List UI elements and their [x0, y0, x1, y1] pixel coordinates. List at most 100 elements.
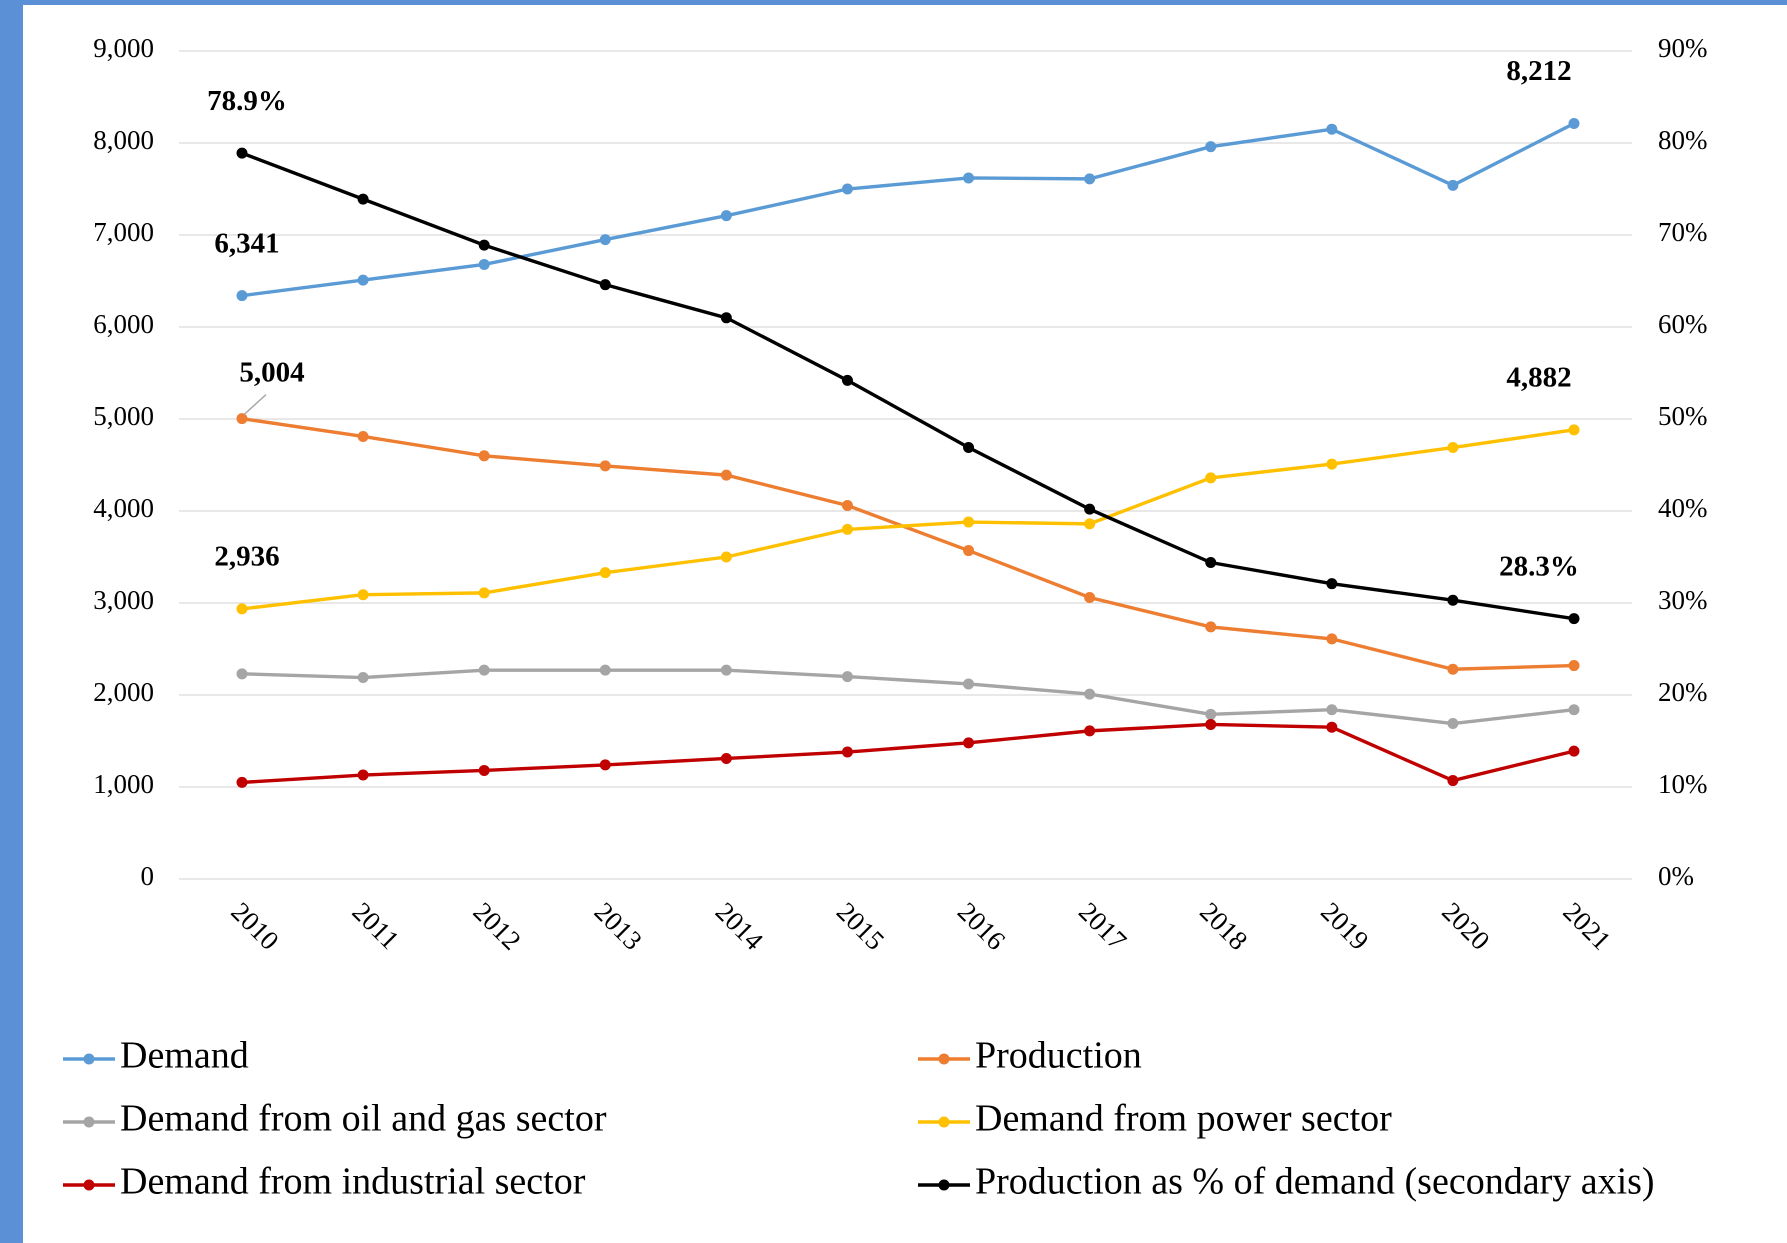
data-label: 8,212 [1506, 55, 1571, 87]
data-label: 28.3% [1499, 550, 1579, 582]
data-point [1447, 442, 1459, 454]
y-tick-label: 2,000 [93, 677, 154, 707]
data-point [1326, 458, 1338, 470]
data-point [841, 671, 853, 683]
data-point [1326, 123, 1338, 135]
data-point [1568, 424, 1580, 436]
data-point [357, 430, 369, 442]
data-point [236, 776, 248, 788]
data-point [963, 678, 975, 690]
data-point [1205, 708, 1217, 720]
y2-tick-label: 80% [1658, 125, 1708, 155]
y-tick-label: 8,000 [93, 125, 154, 155]
data-point [1447, 594, 1459, 606]
leader-line [243, 394, 267, 416]
y-tick-label: 0 [141, 861, 155, 891]
data-point [1205, 141, 1217, 153]
legend-marker [938, 1179, 950, 1191]
y2-tick-label: 90% [1658, 33, 1708, 63]
data-point [1084, 591, 1096, 603]
data-point [841, 746, 853, 758]
legend-marker [83, 1053, 95, 1065]
data-point [478, 664, 490, 676]
y2-tick-label: 20% [1658, 677, 1708, 707]
data-point [478, 258, 490, 270]
data-point [1326, 578, 1338, 590]
data-point [599, 567, 611, 579]
y2-tick-label: 60% [1658, 309, 1708, 339]
data-label: 5,004 [239, 356, 304, 388]
data-point [1447, 775, 1459, 787]
y-tick-label: 5,000 [93, 401, 154, 431]
series-line [241, 722, 1575, 785]
data-point [478, 239, 490, 251]
legend-marker [938, 1116, 950, 1128]
y-tick-label: 6,000 [93, 309, 154, 339]
data-point [1084, 725, 1096, 737]
data-point [1084, 688, 1096, 700]
data-point [1326, 633, 1338, 645]
data-point [599, 460, 611, 472]
data-point [357, 589, 369, 601]
y-tick-label: 1,000 [93, 769, 154, 799]
data-point [720, 664, 732, 676]
data-label: 4,882 [1506, 362, 1571, 394]
data-point [841, 183, 853, 195]
data-point [1084, 173, 1096, 185]
data-label: 2,936 [214, 541, 279, 573]
y-tick-label: 7,000 [93, 217, 154, 247]
data-point [720, 469, 732, 481]
data-point [1568, 117, 1580, 129]
data-point [478, 764, 490, 776]
data-point [841, 499, 853, 511]
data-point [478, 587, 490, 599]
data-point [478, 450, 490, 462]
legend-label: Production as % of demand (secondary axi… [975, 1161, 1655, 1203]
data-point [1447, 179, 1459, 191]
y2-tick-label: 0% [1658, 861, 1694, 891]
y2-tick-label: 40% [1658, 493, 1708, 523]
y-tick-label: 9,000 [93, 33, 154, 63]
data-point [1084, 518, 1096, 530]
data-point [963, 442, 975, 454]
data-point [599, 664, 611, 676]
legend-marker [83, 1179, 95, 1191]
data-point [720, 551, 732, 563]
data-point [841, 374, 853, 386]
data-point [1326, 721, 1338, 733]
data-point [236, 147, 248, 159]
data-point [963, 545, 975, 557]
data-point [1568, 745, 1580, 757]
legend-label: Demand from power sector [975, 1098, 1392, 1140]
legend-label: Production [975, 1035, 1142, 1077]
series-line [241, 428, 1575, 611]
data-point [963, 172, 975, 184]
data-point [720, 752, 732, 764]
data-label: 6,341 [214, 227, 279, 259]
series-line [241, 151, 1575, 621]
legend-marker [83, 1116, 95, 1128]
legend-label: Demand [120, 1035, 249, 1077]
data-point [841, 523, 853, 535]
data-point [357, 193, 369, 205]
legend-label: Demand from oil and gas sector [120, 1098, 607, 1140]
y2-tick-label: 70% [1658, 217, 1708, 247]
data-point [1205, 621, 1217, 633]
data-point [1568, 660, 1580, 672]
data-point [599, 759, 611, 771]
legend-label: Demand from industrial sector [120, 1161, 586, 1203]
y2-tick-label: 50% [1658, 401, 1708, 431]
chart-background [23, 5, 1787, 1243]
data-label: 78.9% [207, 85, 287, 117]
data-point [599, 234, 611, 246]
y2-tick-label: 30% [1658, 585, 1708, 615]
data-point [1084, 503, 1096, 515]
data-point [1205, 557, 1217, 569]
data-point [1326, 704, 1338, 716]
data-point [1447, 663, 1459, 675]
data-point [1568, 613, 1580, 625]
data-point [236, 290, 248, 302]
data-point [1447, 718, 1459, 730]
